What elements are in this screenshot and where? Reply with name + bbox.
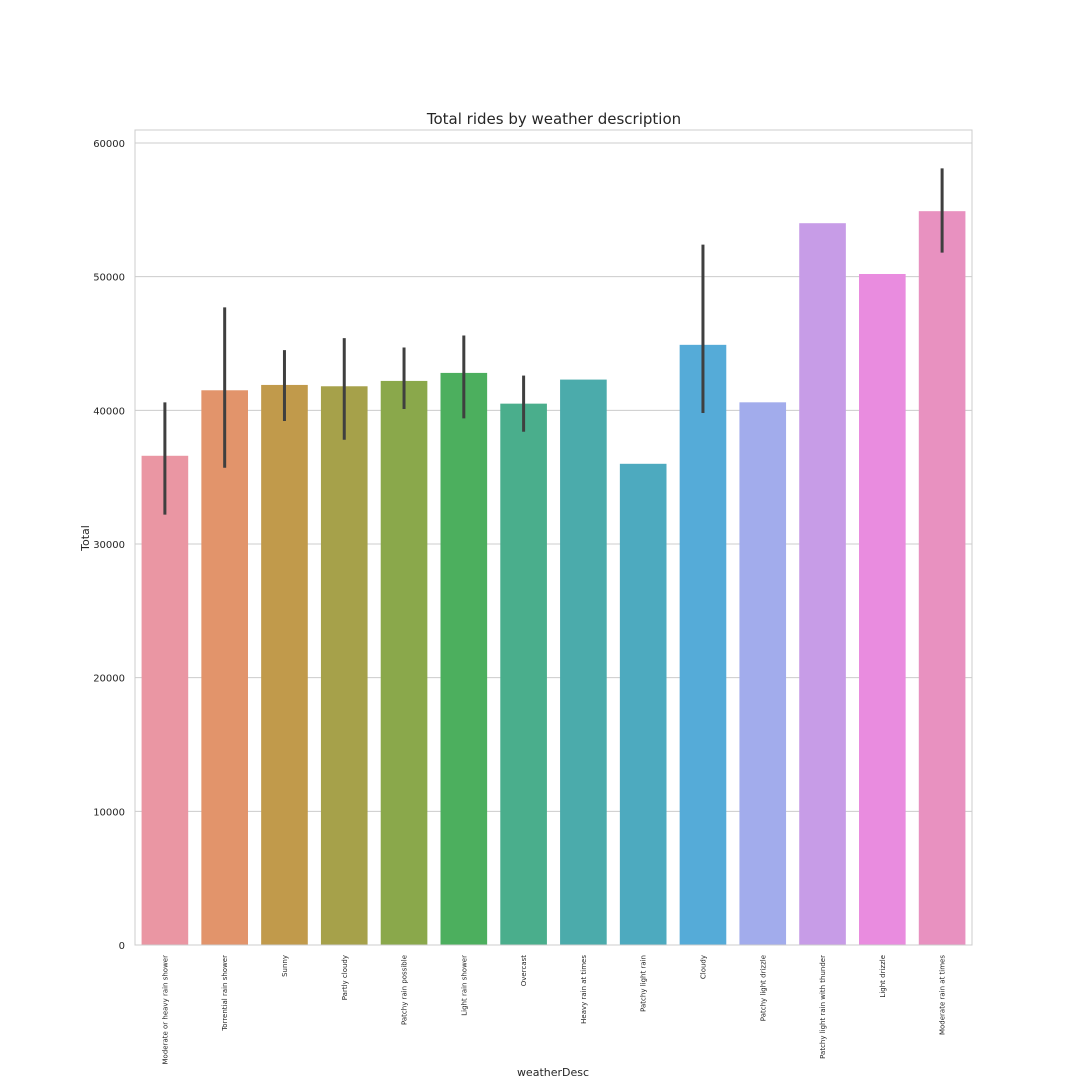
x-tick-label: Patchy light rain with thunder: [819, 955, 827, 1059]
x-tick-label: Torrential rain shower: [221, 955, 229, 1032]
x-tick-labels: Moderate or heavy rain shower Torrential …: [161, 955, 946, 1065]
x-tick-label: Partly cloudy: [341, 955, 349, 1000]
x-tick-label: Patchy light rain: [640, 955, 648, 1012]
bar: [380, 380, 428, 946]
x-tick-label: Overcast: [520, 955, 528, 986]
x-tick-label: Heavy rain at times: [580, 955, 588, 1024]
y-tick-labels: 0 10000 20000 30000 40000 50000 60000: [93, 139, 125, 952]
bar: [679, 344, 727, 945]
bar: [739, 402, 787, 945]
bar: [859, 273, 906, 945]
x-tick-label: Moderate or heavy rain shower: [161, 955, 169, 1065]
x-tick-label: Sunny: [281, 955, 289, 977]
x-tick-label: Moderate rain at times: [939, 955, 947, 1035]
bar: [141, 455, 189, 945]
gridlines: [135, 142, 972, 946]
x-tick-label: Light rain shower: [460, 955, 468, 1016]
bar: [918, 211, 966, 946]
bar: [320, 386, 368, 946]
y-tick-label: 10000: [93, 807, 125, 818]
bar: [500, 403, 547, 945]
bars: [141, 211, 966, 946]
y-tick-label: 60000: [93, 139, 125, 150]
chart-title: Total rides by weather description: [426, 110, 681, 128]
bar: [560, 379, 607, 946]
y-tick-label: 50000: [93, 273, 125, 284]
y-tick-label: 20000: [93, 674, 125, 685]
y-axis-label: Total: [79, 525, 92, 552]
error-bars: [163, 168, 944, 515]
x-tick-label: Cloudy: [699, 955, 707, 979]
plot-frame: [134, 129, 973, 946]
y-tick-label: 40000: [93, 406, 125, 417]
bar: [440, 372, 488, 945]
x-tick-label: Patchy rain possible: [401, 955, 409, 1025]
x-axis-label: weatherDesc: [517, 1066, 589, 1079]
x-tick-label: Light drizzle: [879, 955, 887, 998]
x-tick-label: Patchy light drizzle: [759, 955, 767, 1021]
bar: [201, 390, 248, 945]
y-tick-label: 0: [119, 941, 125, 952]
bar: [261, 384, 308, 946]
bar: [799, 223, 846, 945]
bar: [619, 463, 667, 945]
y-tick-label: 30000: [93, 540, 125, 551]
